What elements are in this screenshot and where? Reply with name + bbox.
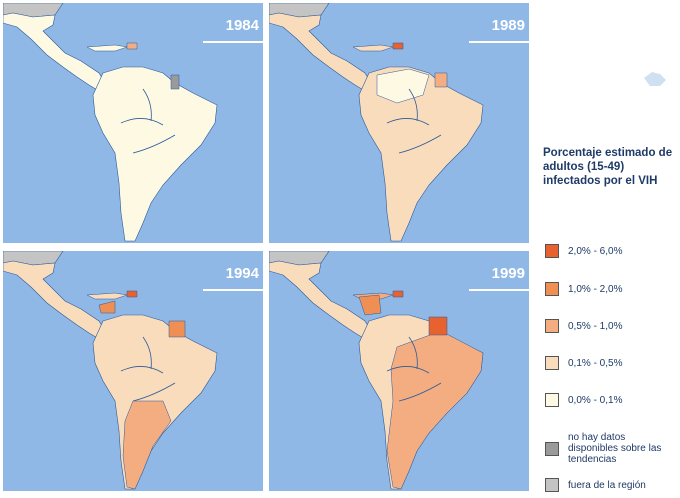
map-panel-1989: 1989 <box>269 3 529 243</box>
year-underline <box>203 289 263 291</box>
legend-label: no hay datos disponibles sobre las tende… <box>568 432 662 465</box>
legend-swatch <box>545 478 559 492</box>
legend-swatch <box>545 319 559 333</box>
legend-item-0-01: 0,0% - 0,1% <box>545 393 622 407</box>
legend-title: Porcentaje estimado de adultos (15-49) i… <box>543 147 673 187</box>
island-decoration <box>644 72 666 86</box>
year-underline <box>469 41 529 43</box>
legend-swatch <box>545 441 559 456</box>
legend-item-05-1: 0,5% - 1,0% <box>545 319 622 333</box>
legend-swatch <box>545 244 559 258</box>
legend-item-no-data: no hay datos disponibles sobre las tende… <box>545 432 675 465</box>
legend-swatch <box>545 356 559 370</box>
map-panel-1984: 1984 <box>3 3 263 243</box>
legend-label: 0,1% - 0,5% <box>568 357 623 369</box>
legend-item-01-05: 0,1% - 0,5% <box>545 356 622 370</box>
year-label: 1984 <box>225 17 259 34</box>
legend-label: 0,5% - 1,0% <box>568 320 623 332</box>
legend-label: 2,0% - 6,0% <box>568 245 623 257</box>
legend-swatch <box>545 282 559 296</box>
legend-label: 0,0% - 0,1% <box>568 394 623 406</box>
map-1999 <box>269 251 484 490</box>
legend-item-outside: fuera de la región <box>545 478 646 492</box>
year-label: 1989 <box>491 17 525 34</box>
legend-item-1-2: 1,0% - 2,0% <box>545 282 622 296</box>
legend-swatch <box>545 393 559 407</box>
map-1994 <box>3 251 218 490</box>
year-underline <box>203 41 263 43</box>
map-panel-1999: 1999 <box>269 251 529 491</box>
map-panel-1994: 1994 <box>3 251 263 491</box>
legend-item-2-6: 2,0% - 6,0% <box>545 244 622 258</box>
legend-label: 1,0% - 2,0% <box>568 283 623 295</box>
map-1984 <box>3 3 218 242</box>
legend-label: fuera de la región <box>568 479 646 491</box>
year-label: 1999 <box>491 265 525 282</box>
year-label: 1994 <box>225 265 259 282</box>
map-1989 <box>269 3 484 242</box>
year-underline <box>469 289 529 291</box>
